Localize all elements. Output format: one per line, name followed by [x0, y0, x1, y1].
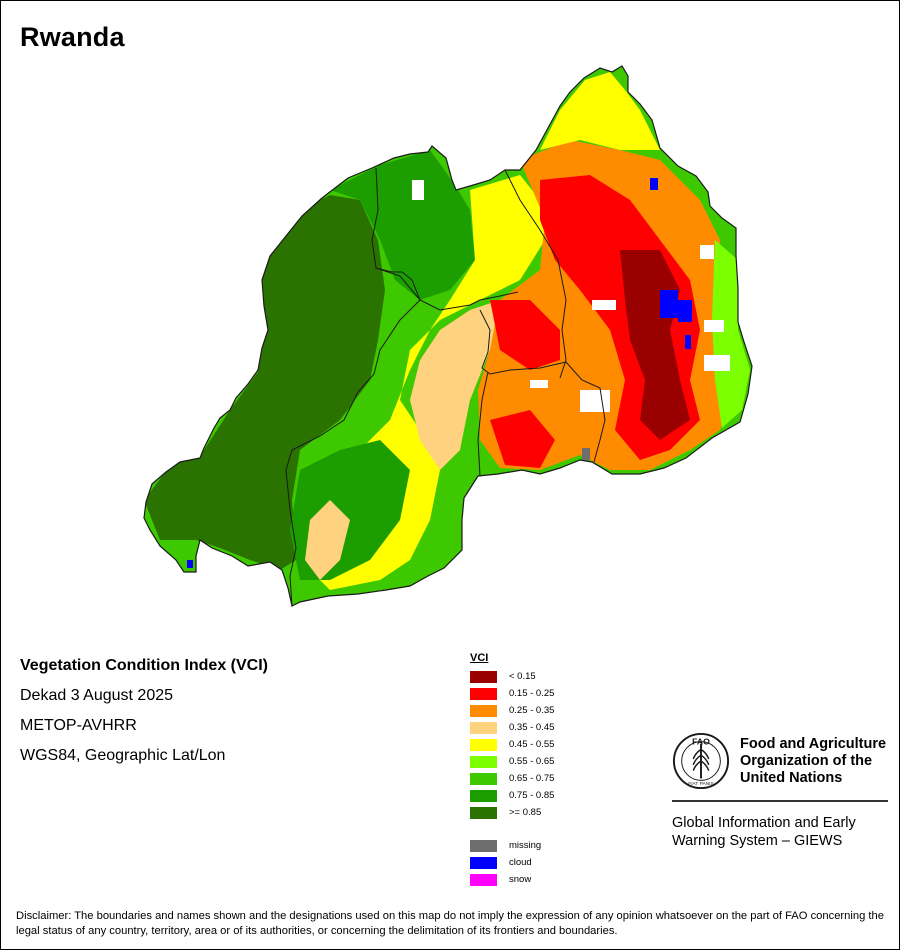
legend-item: 0.15 - 0.25: [470, 685, 554, 702]
zone-northeast-normal: [540, 72, 660, 150]
organization-name-line: United Nations: [740, 769, 843, 786]
legend-item: < 0.15: [470, 668, 554, 685]
vci-raster: [144, 66, 752, 606]
legend-label: missing: [509, 840, 542, 851]
legend-label: 0.75 - 0.85: [509, 790, 555, 801]
giews-line: Warning System – GIEWS: [672, 833, 843, 849]
legend-label: 0.55 - 0.65: [509, 756, 555, 767]
legend-item: 0.45 - 0.55: [470, 736, 554, 753]
legend-item: missing: [470, 837, 554, 854]
boundary-kigali-west: [375, 267, 519, 311]
logo-letters: FAO: [692, 737, 710, 747]
no-data-patch: [700, 245, 714, 259]
zone-east-fringe-good: [712, 240, 750, 428]
fao-logo-icon: FAO FIAT PANIS: [672, 732, 730, 790]
legend-label: 0.15 - 0.25: [509, 688, 555, 699]
no-data-patch: [704, 320, 724, 332]
legend-label: 0.25 - 0.35: [509, 705, 555, 716]
legend-item: 0.65 - 0.75: [470, 770, 554, 787]
product-name: Vegetation Condition Index (VCI): [20, 657, 268, 674]
legend-swatch: [470, 772, 497, 785]
projection-name: WGS84, Geographic Lat/Lon: [20, 747, 226, 764]
legend-gap: [470, 821, 554, 837]
legend-item: 0.75 - 0.85: [470, 787, 554, 804]
legend-swatch: [470, 806, 497, 819]
legend-swatch: [470, 856, 497, 869]
legend-swatch: [470, 721, 497, 734]
organization-header: FAO FIAT PANIS Food and Agriculture Orga…: [672, 730, 892, 792]
sensor-name: METOP-AVHRR: [20, 717, 137, 734]
map-info: Vegetation Condition Index (VCI) Dekad 3…: [20, 656, 268, 776]
zone-central-mild: [410, 300, 500, 470]
giews-name: Global Information and Early Warning Sys…: [672, 814, 882, 850]
vci-map: [143, 65, 753, 607]
legend-label: >= 0.85: [509, 807, 542, 818]
giews-line: Global Information and Early: [672, 815, 856, 831]
boundary-east-south: [565, 361, 606, 463]
legend-special: missing cloud snow: [470, 837, 554, 888]
legend-item: cloud: [470, 854, 554, 871]
zone-northwest-good: [330, 150, 475, 300]
cloud-patch: [685, 335, 691, 349]
organization-name-line: Organization of the: [740, 752, 873, 769]
legend: VCI < 0.15 0.15 - 0.25 0.25 - 0.35 0.35 - 0…: [470, 652, 554, 888]
legend-swatch: [470, 755, 497, 768]
legend-item: 0.35 - 0.45: [470, 719, 554, 736]
legend-swatch: [470, 670, 497, 683]
boundary-north: [371, 167, 421, 301]
legend-swatch: [470, 687, 497, 700]
legend-label: 0.35 - 0.45: [509, 722, 555, 733]
zone-southeast-average: [305, 500, 350, 580]
legend-swatch: [470, 704, 497, 717]
boundary-east-west: [504, 169, 567, 379]
legend-label: 0.65 - 0.75: [509, 773, 555, 784]
legend-swatch: [470, 789, 497, 802]
cloud-patch: [650, 178, 658, 190]
province-boundaries: [285, 167, 606, 607]
legend-classes: < 0.15 0.15 - 0.25 0.25 - 0.35 0.35 - 0.45 0…: [470, 668, 554, 821]
missing-patch: [582, 448, 590, 460]
legend-label: < 0.15: [509, 671, 536, 682]
legend-swatch: [470, 873, 497, 886]
disclaimer-text: Disclaimer: The boundaries and names sho…: [16, 910, 884, 937]
no-data-patch: [412, 180, 424, 200]
organization-name: Food and Agriculture Organization of the…: [740, 736, 890, 787]
boundary-kigali: [479, 309, 567, 375]
legend-label: 0.45 - 0.55: [509, 739, 555, 750]
legend-item: 0.55 - 0.65: [470, 753, 554, 770]
legend-item: snow: [470, 871, 554, 888]
zone-central-severe: [490, 300, 560, 370]
zone-south-severe: [490, 410, 555, 468]
legend-label: cloud: [509, 857, 532, 868]
legend-label: snow: [509, 874, 532, 885]
legend-swatch: [470, 738, 497, 751]
zone-west-very-good: [144, 195, 385, 570]
organization-name-line: Food and Agriculture: [740, 735, 887, 752]
no-data-patch: [580, 390, 610, 412]
legend-title: VCI: [470, 652, 489, 664]
boundary-south-west: [285, 299, 421, 607]
legend-swatch: [470, 839, 497, 852]
cloud-patch: [678, 300, 692, 322]
map-title: Rwanda: [20, 22, 125, 52]
cloud-patch: [660, 290, 678, 318]
no-data-patch: [530, 380, 548, 388]
organization-divider: [672, 800, 888, 802]
cloud-patch: [187, 560, 193, 568]
legend-item: 0.25 - 0.35: [470, 702, 554, 719]
legend-item: >= 0.85: [470, 804, 554, 821]
organization-block: FAO FIAT PANIS Food and Agriculture Orga…: [672, 730, 892, 850]
extreme-spot: [231, 326, 237, 338]
boundary-south-east: [477, 371, 489, 477]
no-data-patch: [704, 355, 730, 371]
time-period: Dekad 3 August 2025: [20, 687, 174, 704]
no-data-patch: [592, 300, 616, 310]
logo-motto: FIAT PANIS: [688, 781, 714, 787]
